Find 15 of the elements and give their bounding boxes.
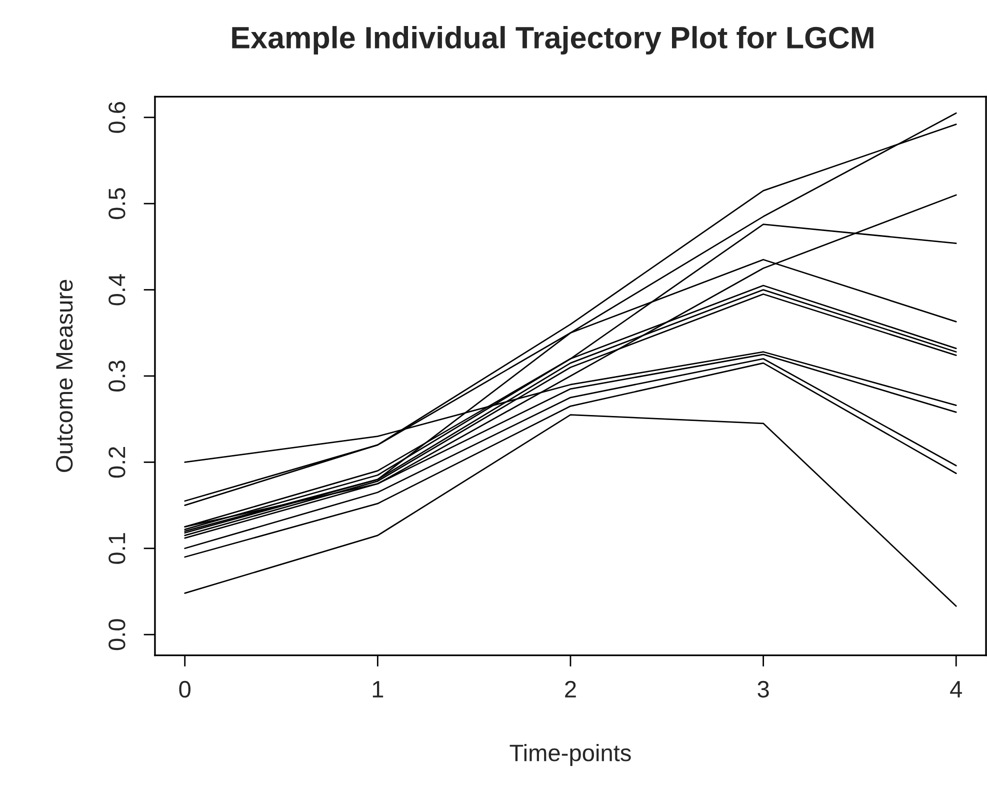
y-tick-label: 0.3 (108, 360, 126, 392)
chart-title: Example Individual Trajectory Plot for LGCM (232, 26, 874, 55)
x-tick-label: 2 (565, 680, 576, 698)
x-tick-label: 0 (179, 680, 190, 698)
x-tick-label: 3 (758, 680, 769, 698)
y-tick-label: 0.2 (108, 446, 126, 478)
y-axis-title: Outcome Measure (56, 280, 73, 472)
y-tick-label: 0.0 (108, 619, 126, 650)
y-tick-label: 0.1 (108, 533, 126, 564)
x-tick-label: 1 (372, 681, 384, 698)
x-axis-title: Time-points (510, 744, 631, 766)
x-tick-label: 4 (950, 681, 962, 698)
y-tick-label: 0.6 (108, 102, 126, 133)
y-tick-label: 0.4 (108, 274, 126, 306)
y-tick-label: 0.5 (108, 188, 126, 220)
